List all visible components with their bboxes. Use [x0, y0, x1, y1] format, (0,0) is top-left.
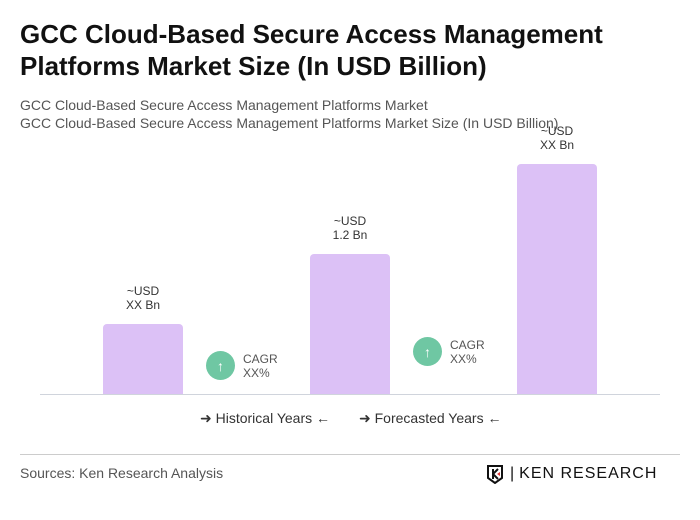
- sources: Sources: Ken Research Analysis: [20, 465, 224, 481]
- legend-forecasted: ➜ Forecasted Years ←: [359, 410, 502, 426]
- cagr-badge-1: ↑ CAGR XX%: [206, 351, 278, 380]
- subtitle: GCC Cloud-Based Secure Access Management…: [20, 97, 428, 113]
- subtitle-2: GCC Cloud-Based Secure Access Management…: [20, 115, 559, 131]
- legend-historical: ➜ Historical Years ←: [200, 410, 331, 426]
- data-label-line: 1.2 Bn: [332, 228, 368, 242]
- data-label-line: ~USD: [126, 284, 160, 298]
- x-axis: [40, 394, 660, 395]
- legend-label: Forecasted Years: [374, 410, 484, 426]
- cagr-badge-2: ↑ CAGR XX%: [413, 337, 485, 366]
- logo-text: KEN RESEARCH: [519, 465, 658, 482]
- cagr-label: CAGR: [450, 337, 485, 352]
- data-label: ~USD 1.2 Bn: [290, 214, 410, 242]
- cagr-label: CAGR: [243, 351, 278, 366]
- chart-title: GCC Cloud-Based Secure Access Management…: [20, 19, 603, 81]
- data-label-line: ~USD: [540, 124, 574, 138]
- data-label-line: XX Bn: [125, 298, 161, 312]
- logo-icon: [487, 465, 503, 484]
- arrow-up-icon: ↑: [206, 351, 235, 380]
- data-label-line: ~USD: [333, 214, 367, 228]
- arrow-up-icon: ↑: [413, 337, 442, 366]
- bar: [103, 324, 183, 394]
- cagr-value: XX%: [243, 365, 270, 380]
- data-label: ~USD XX Bn: [497, 124, 617, 152]
- legend-label: Historical Years: [215, 410, 313, 426]
- bar: [517, 164, 597, 394]
- data-label: ~USD XX Bn: [83, 284, 203, 312]
- ken-research-logo: | KEN RESEARCH: [486, 464, 657, 484]
- data-label-line: XX Bn: [539, 138, 575, 152]
- bar: [310, 254, 390, 394]
- divider: [20, 454, 680, 455]
- cagr-value: XX%: [450, 351, 477, 366]
